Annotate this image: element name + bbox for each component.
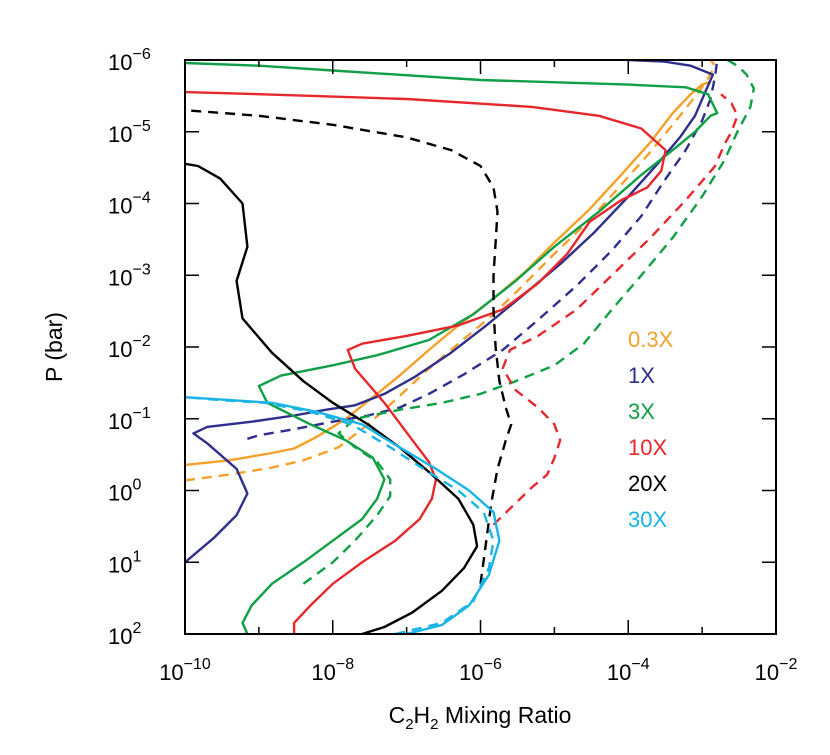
x-tick-label: 10−2 <box>755 656 798 685</box>
y-tick-label: 102 <box>108 620 141 649</box>
y-tick-label: 10−2 <box>108 333 151 362</box>
y-tick-label: 10−6 <box>108 46 151 75</box>
series-line-s30-solid <box>185 396 501 634</box>
y-tick-label: 100 <box>108 477 141 506</box>
y-tick-labels: 10−6 10−5 10−4 10−3 10−2 10−1 100 101 102 <box>108 46 151 649</box>
series-line-s1-solid <box>185 60 715 564</box>
series-line-s1-dash <box>247 60 719 440</box>
y-tick-label: 10−5 <box>108 118 151 147</box>
legend-item: 0.3X <box>628 327 674 352</box>
series-line-s10-dash <box>492 93 739 526</box>
x-tick-label: 10−8 <box>311 656 354 685</box>
series-line-s10-solid <box>185 90 667 634</box>
series-line-s20-solid <box>185 162 479 634</box>
y-tick-label: 101 <box>108 548 141 577</box>
tick-layer <box>184 59 777 635</box>
legend-item: 3X <box>628 399 655 424</box>
series-line-s03-dash <box>185 60 717 482</box>
series-line-s3-dash <box>302 60 755 585</box>
legend: 0.3X 1X 3X 10X 20X 30X <box>628 327 674 532</box>
x-axis-title: C2H2 Mixing Ratio <box>389 702 572 733</box>
series-layer <box>185 60 755 634</box>
x-tick-label: 10−6 <box>459 656 502 685</box>
legend-item: 10X <box>628 435 667 460</box>
x-tick-label: 10−4 <box>607 656 650 685</box>
series-line-s20-dash <box>185 109 513 584</box>
series-line-s30-dash <box>185 396 495 634</box>
series-line-s3-solid <box>185 61 719 634</box>
x-tick-label: 10−10 <box>159 656 211 685</box>
legend-item: 1X <box>628 363 655 388</box>
x-tick-labels: 10−10 10−8 10−6 10−4 10−2 <box>159 656 797 685</box>
legend-item: 30X <box>628 507 667 532</box>
legend-item: 20X <box>628 471 667 496</box>
y-tick-label: 10−3 <box>108 261 151 290</box>
y-axis-title: P (bar) <box>41 312 67 382</box>
y-tick-label: 10−4 <box>108 190 151 219</box>
y-tick-label: 10−1 <box>108 405 151 434</box>
